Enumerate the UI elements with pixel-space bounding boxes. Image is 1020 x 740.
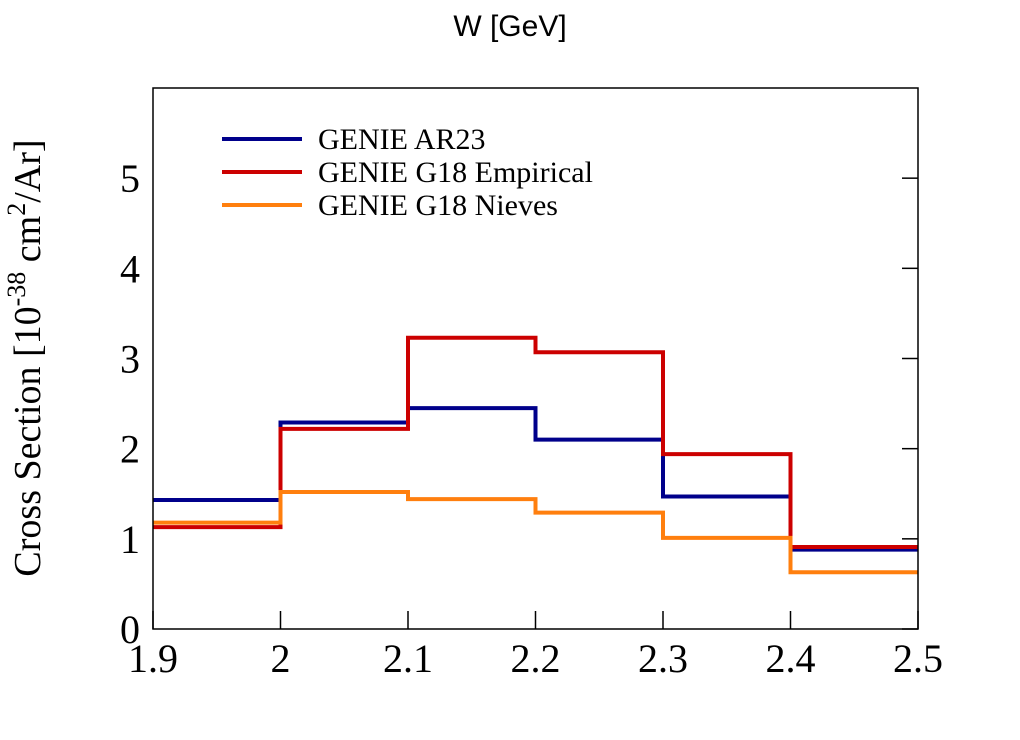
y-axis-label-middle: cm [7, 216, 49, 272]
x-tick-label-3: 2.2 [511, 636, 561, 681]
y-axis-label-suffix: /Ar] [7, 139, 49, 202]
y-tick-label-2: 2 [120, 427, 140, 472]
y-axis-label-exponent: -38 [2, 272, 31, 307]
x-tick-label-2: 2.1 [383, 636, 433, 681]
y-axis-label: Cross Section [10-38 cm2/Ar] [2, 139, 49, 576]
y-axis-label-exponent2: 2 [2, 203, 31, 216]
y-tick-label-1: 1 [120, 517, 140, 562]
x-tick-label-0: 1.9 [128, 636, 178, 681]
y-tick-label-4: 4 [120, 246, 140, 291]
y-tick-label-3: 3 [120, 337, 140, 382]
series-line-1 [153, 335, 918, 549]
x-tick-label-1: 2 [271, 636, 291, 681]
y-axis-label-prefix: Cross Section [10 [7, 306, 49, 576]
legend-label-0: GENIE AR23 [318, 123, 486, 156]
series-layer [153, 335, 918, 575]
chart-title: W [GeV] [453, 10, 566, 43]
y-tick-label-0: 0 [120, 607, 140, 652]
series-line-2 [153, 489, 918, 575]
legend-label-1: GENIE G18 Empirical [318, 156, 593, 189]
ticks-layer: 1.9 2 2.1 2.2 2.3 2.4 2.5 0 1 2 3 4 5 [120, 156, 943, 681]
x-tick-label-4: 2.3 [638, 636, 688, 681]
y-tick-label-5: 5 [120, 156, 140, 201]
x-tick-label-6: 2.5 [893, 636, 943, 681]
legend-label-2: GENIE G18 Nieves [318, 189, 558, 222]
x-tick-label-5: 2.4 [766, 636, 816, 681]
